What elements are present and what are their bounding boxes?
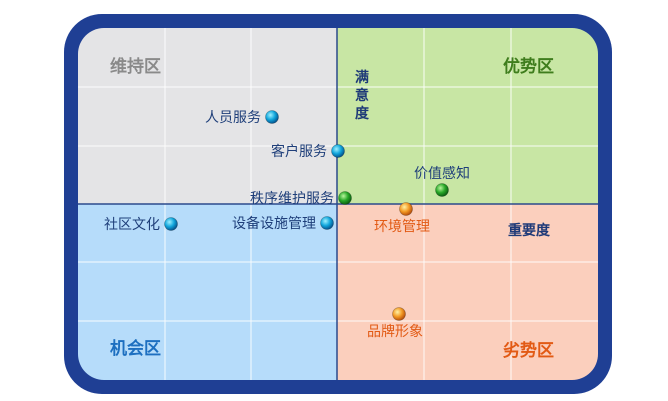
data-point: 价值感知 — [414, 165, 470, 197]
quadrant-opportunity-label: 机会区 — [110, 338, 161, 359]
quadrant-maintain-label: 维持区 — [110, 56, 161, 77]
data-point-label: 人员服务 — [205, 110, 261, 126]
data-point-label: 设备设施管理 — [232, 215, 316, 232]
satisfaction-axis-label: 满意度 — [355, 69, 370, 122]
data-point: 社区文化 — [104, 217, 178, 233]
data-point: 客户服务 — [271, 143, 345, 160]
data-point-marker — [320, 216, 334, 230]
data-point-marker — [265, 110, 279, 124]
quadrant-disadvantage-label: 劣势区 — [503, 340, 554, 361]
data-point: 设备设施管理 — [232, 215, 334, 232]
data-point-marker — [435, 183, 449, 197]
data-point-label: 环境管理 — [374, 219, 430, 235]
quadrant-disadvantage-bg — [337, 204, 598, 380]
quadrant-advantage-bg — [337, 28, 598, 204]
importance-axis-label: 重要度 — [508, 222, 551, 239]
quadrant-advantage-label: 优势区 — [503, 56, 554, 77]
data-point-marker — [399, 202, 413, 216]
data-point-label: 客户服务 — [271, 143, 327, 160]
data-point-label: 品牌形象 — [367, 323, 423, 340]
data-point-marker — [164, 217, 178, 231]
data-point: 秩序维护服务 — [250, 191, 352, 207]
data-point-marker — [392, 307, 406, 321]
data-point-marker — [338, 191, 352, 205]
data-point: 人员服务 — [205, 110, 279, 126]
data-point-label: 秩序维护服务 — [250, 191, 334, 207]
data-point: 环境管理 — [374, 202, 430, 235]
quadrant-maintain-bg — [78, 28, 337, 204]
data-point-label: 价值感知 — [414, 165, 470, 182]
quadrant-opportunity-bg — [78, 204, 337, 380]
data-point-marker — [331, 144, 345, 158]
data-point-label: 社区文化 — [104, 217, 160, 233]
data-point: 品牌形象 — [367, 307, 423, 340]
